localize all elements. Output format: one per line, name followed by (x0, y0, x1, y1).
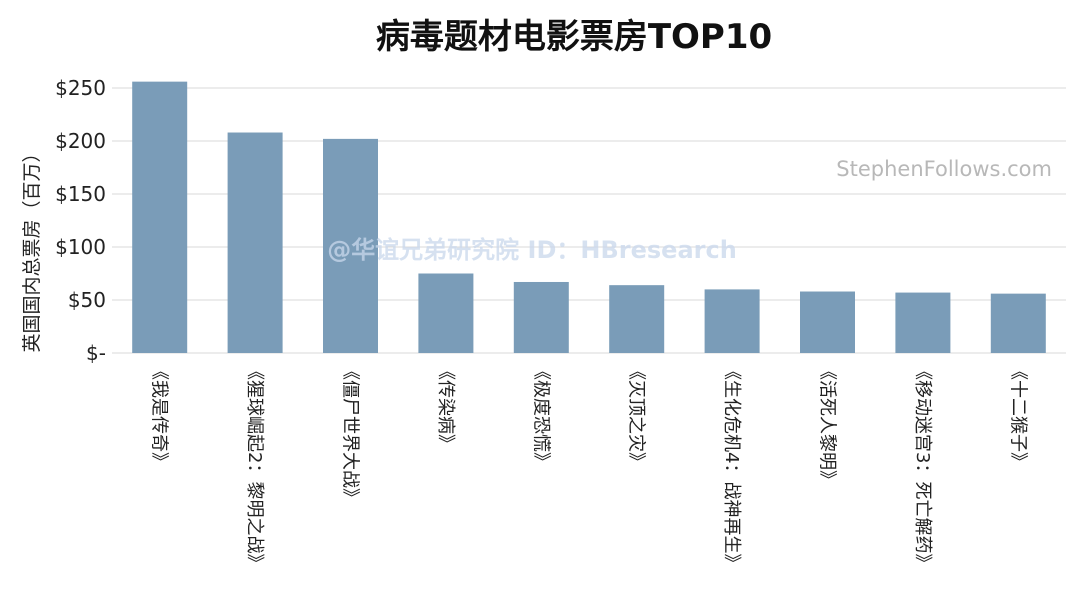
x-tick-label: 《我是传奇》 (149, 362, 170, 470)
bar (323, 138, 378, 353)
bar (704, 289, 760, 353)
x-tick-label: 《移动迷宫3：死亡解药》 (912, 362, 933, 571)
x-tick-label: 《活死人黎明》 (817, 362, 838, 488)
bar (132, 81, 188, 353)
x-tick-label: 《十二猴子》 (1007, 362, 1028, 470)
y-tick-label: $- (86, 341, 106, 365)
source-credit: StephenFollows.com (836, 157, 1052, 181)
y-tick-label: $100 (55, 235, 106, 259)
bar (513, 281, 569, 353)
x-tick-label: 《传染病》 (435, 362, 456, 452)
bar (800, 291, 855, 353)
bar (609, 285, 665, 353)
bar (418, 273, 474, 353)
y-tick-label: $250 (55, 76, 106, 100)
x-tick-label: 《猩球崛起2：黎明之战》 (244, 362, 265, 571)
x-tick-label: 《极度恐慌》 (530, 362, 551, 470)
y-tick-label: $200 (55, 129, 106, 153)
y-axis-ticks: $- $50 $100 $150 $200 $250 (55, 76, 106, 365)
watermark-text: @华谊兄弟研究院 ID：HBresearch (327, 236, 737, 264)
bar (990, 293, 1046, 353)
x-tick-label: 《灭顶之灾》 (626, 362, 647, 470)
y-tick-label: $150 (55, 182, 106, 206)
bars (132, 81, 1046, 353)
y-tick-label: $50 (68, 288, 106, 312)
x-tick-label: 《僵尸世界大战》 (340, 362, 361, 506)
chart-title: 病毒题材电影票房TOP10 (376, 17, 772, 57)
x-axis-ticks: 《我是传奇》 《猩球崛起2：黎明之战》 《僵尸世界大战》 《传染病》 《极度恐慌》 《灭顶… (149, 362, 1029, 571)
bar (895, 292, 951, 353)
x-tick-label: 《生化危机4：战神再生》 (721, 362, 742, 571)
bar (227, 132, 283, 353)
y-axis-label: 英国国内总票房（百万） (21, 143, 43, 352)
